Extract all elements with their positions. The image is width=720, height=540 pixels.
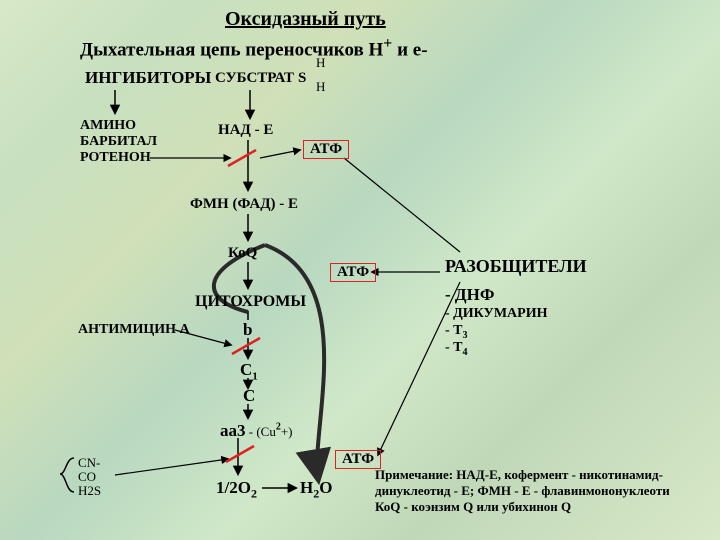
cyto-c1: С1 — [240, 360, 258, 383]
cyto-b: b — [243, 320, 252, 340]
atp-box-1: АТФ — [303, 140, 349, 159]
substrate-label: СУБСТРАТ — [215, 70, 294, 87]
atp-box-2: АТФ — [330, 263, 376, 282]
aa3-plus: +) — [281, 424, 293, 439]
title-l2c: и е- — [392, 39, 427, 60]
t4a: - Т — [445, 340, 463, 355]
h2o-c: O — [319, 478, 332, 497]
note-l3: КоQ - коэнзим Q или убихинон Q — [375, 500, 571, 515]
dash-dnf: - — [445, 285, 455, 304]
title-l2b: + — [383, 35, 392, 52]
cytochromes: ЦИТОХРОМЫ — [195, 293, 306, 311]
inhibitor-rotenon: РОТЕНОН — [80, 150, 151, 166]
note-l1: Примечание: НАД-Е, кофермент - никотинам… — [375, 468, 663, 483]
uncoupler-t4: - Т4 — [445, 340, 468, 358]
uncouplers-header: РАЗОБЩИТЕЛИ — [445, 256, 587, 277]
inhibitors-header: ИНГИБИТОРЫ — [85, 68, 211, 88]
h2o-a: H — [300, 478, 313, 497]
t3a: - Т — [445, 323, 463, 338]
uncoupler-dnf: - ДНФ — [445, 285, 494, 305]
cyto-c1-a: С — [240, 360, 252, 379]
h2o: H2O — [300, 478, 332, 501]
nad-e: НАД - Е — [218, 122, 273, 139]
uncoupler-t3: - Т3 — [445, 323, 468, 341]
antimycin-a: АНТИМИЦИН А — [78, 322, 190, 338]
title-line1: Оксидазный путь — [225, 8, 386, 31]
uncoupler-dicumarin: - ДИКУМАРИН — [445, 306, 547, 322]
half-o2: 1/2O2 — [216, 478, 257, 501]
substrate-word: СУБСТРАТ — [215, 70, 294, 86]
inhibitor-amino: АМИНО — [80, 118, 136, 134]
half-o2-b: 2 — [251, 486, 257, 500]
title-line2: Дыхательная цепь переносчиков Н+ и е- — [80, 35, 428, 61]
aa3-main: аа3 — [220, 421, 246, 440]
cyto-aa3: аа3 - (Cu2+) — [220, 421, 293, 441]
title-l2a: Дыхательная цепь переносчиков Н — [80, 39, 383, 60]
substrate-s: S — [298, 70, 306, 87]
dnf-label: ДНФ — [455, 285, 495, 304]
fmn-e: ФМН (ФАД) - Е — [190, 196, 298, 213]
aa3-tail: - (Cu — [246, 424, 276, 439]
cyto-c1-b: 1 — [252, 370, 258, 382]
cyto-c: С — [243, 386, 255, 406]
note-l2: динуклеотид - Е; ФМН - Е - флавинмононук… — [375, 484, 670, 499]
inhibitor-barbital: БАРБИТАЛ — [80, 134, 157, 150]
half-o2-a: 1/2O — [216, 478, 251, 497]
koq: КоQ — [228, 245, 257, 262]
substrate-h2: Н — [316, 80, 325, 95]
inhibitor-h2s: H2S — [78, 484, 101, 499]
t4b: 4 — [463, 347, 468, 358]
substrate-h1: Н — [316, 56, 325, 71]
